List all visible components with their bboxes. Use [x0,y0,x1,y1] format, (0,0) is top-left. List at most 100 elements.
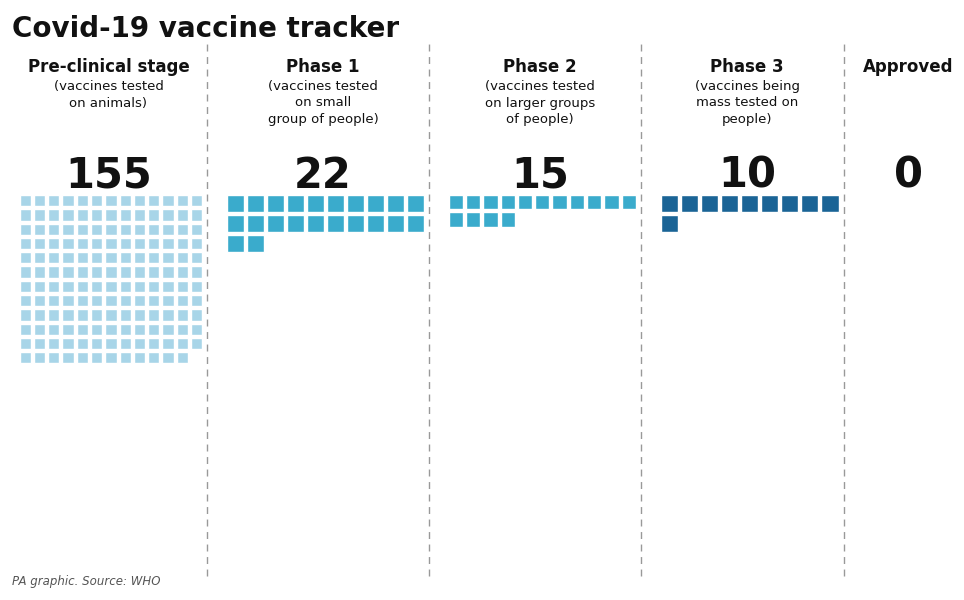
Bar [63,195,74,206]
Bar [176,338,188,349]
Bar [120,195,131,206]
Bar [120,224,131,235]
Bar [407,195,424,212]
Bar [105,209,117,221]
Bar [77,209,88,221]
Bar [48,352,60,364]
Bar [247,195,264,212]
Bar [552,195,567,209]
Bar [91,295,102,306]
Bar [48,252,60,263]
Bar [48,209,60,221]
Bar [77,323,88,335]
Bar [162,309,174,320]
Bar [162,281,174,292]
Bar [34,295,45,306]
Bar [287,215,304,232]
Bar [77,224,88,235]
Bar [120,295,131,306]
Bar [162,338,174,349]
Text: 0: 0 [894,155,924,197]
Bar [34,352,45,364]
Bar [91,224,102,235]
Bar [105,295,117,306]
Bar [19,195,31,206]
Bar [34,195,45,206]
Bar [535,195,549,209]
Bar [407,215,424,232]
Text: (vaccines tested
on small
group of people): (vaccines tested on small group of peopl… [268,80,378,126]
Bar [120,238,131,249]
Bar [148,352,159,364]
Bar [660,215,678,232]
Bar [63,323,74,335]
Bar [162,209,174,221]
Bar [63,209,74,221]
Bar [120,266,131,278]
Bar [19,224,31,235]
Bar [48,266,60,278]
Bar [77,338,88,349]
Bar [19,338,31,349]
Bar [148,252,159,263]
Bar [48,281,60,292]
Bar [347,215,364,232]
Bar [105,352,117,364]
Bar [120,323,131,335]
Bar [34,281,45,292]
Bar [176,309,188,320]
Bar [162,295,174,306]
Bar [162,195,174,206]
Bar [105,252,117,263]
Bar [518,195,532,209]
Bar [134,209,146,221]
Bar [148,338,159,349]
Bar [483,195,497,209]
Bar [148,323,159,335]
Bar [19,281,31,292]
Text: 155: 155 [66,155,151,197]
Bar [134,309,146,320]
Bar [34,209,45,221]
Bar [247,215,264,232]
Bar [821,195,839,212]
Bar [247,235,264,252]
Bar [387,215,404,232]
Bar [191,238,202,249]
Bar [19,266,31,278]
Bar [287,195,304,212]
Bar [148,224,159,235]
Bar [701,195,718,212]
Bar [148,238,159,249]
Bar [148,281,159,292]
Bar [162,252,174,263]
Bar [801,195,818,212]
Text: Covid-19 vaccine tracker: Covid-19 vaccine tracker [12,15,399,43]
Bar [105,281,117,292]
Bar [176,352,188,364]
Bar [19,238,31,249]
Text: Phase 2: Phase 2 [503,58,576,76]
Text: 22: 22 [294,155,352,197]
Bar [48,195,60,206]
Bar [134,338,146,349]
Bar [148,266,159,278]
Bar [105,323,117,335]
Bar [77,195,88,206]
Bar [604,195,619,209]
Bar [63,309,74,320]
Bar [105,338,117,349]
Bar [77,309,88,320]
Bar [120,209,131,221]
Bar [227,215,244,232]
Bar [191,252,202,263]
Bar [466,195,480,209]
Bar [48,309,60,320]
Bar [63,252,74,263]
Bar [91,209,102,221]
Bar [191,338,202,349]
Bar [91,309,102,320]
Bar [570,195,584,209]
Text: (vaccines tested
on larger groups
of people): (vaccines tested on larger groups of peo… [485,80,595,126]
Bar [176,295,188,306]
